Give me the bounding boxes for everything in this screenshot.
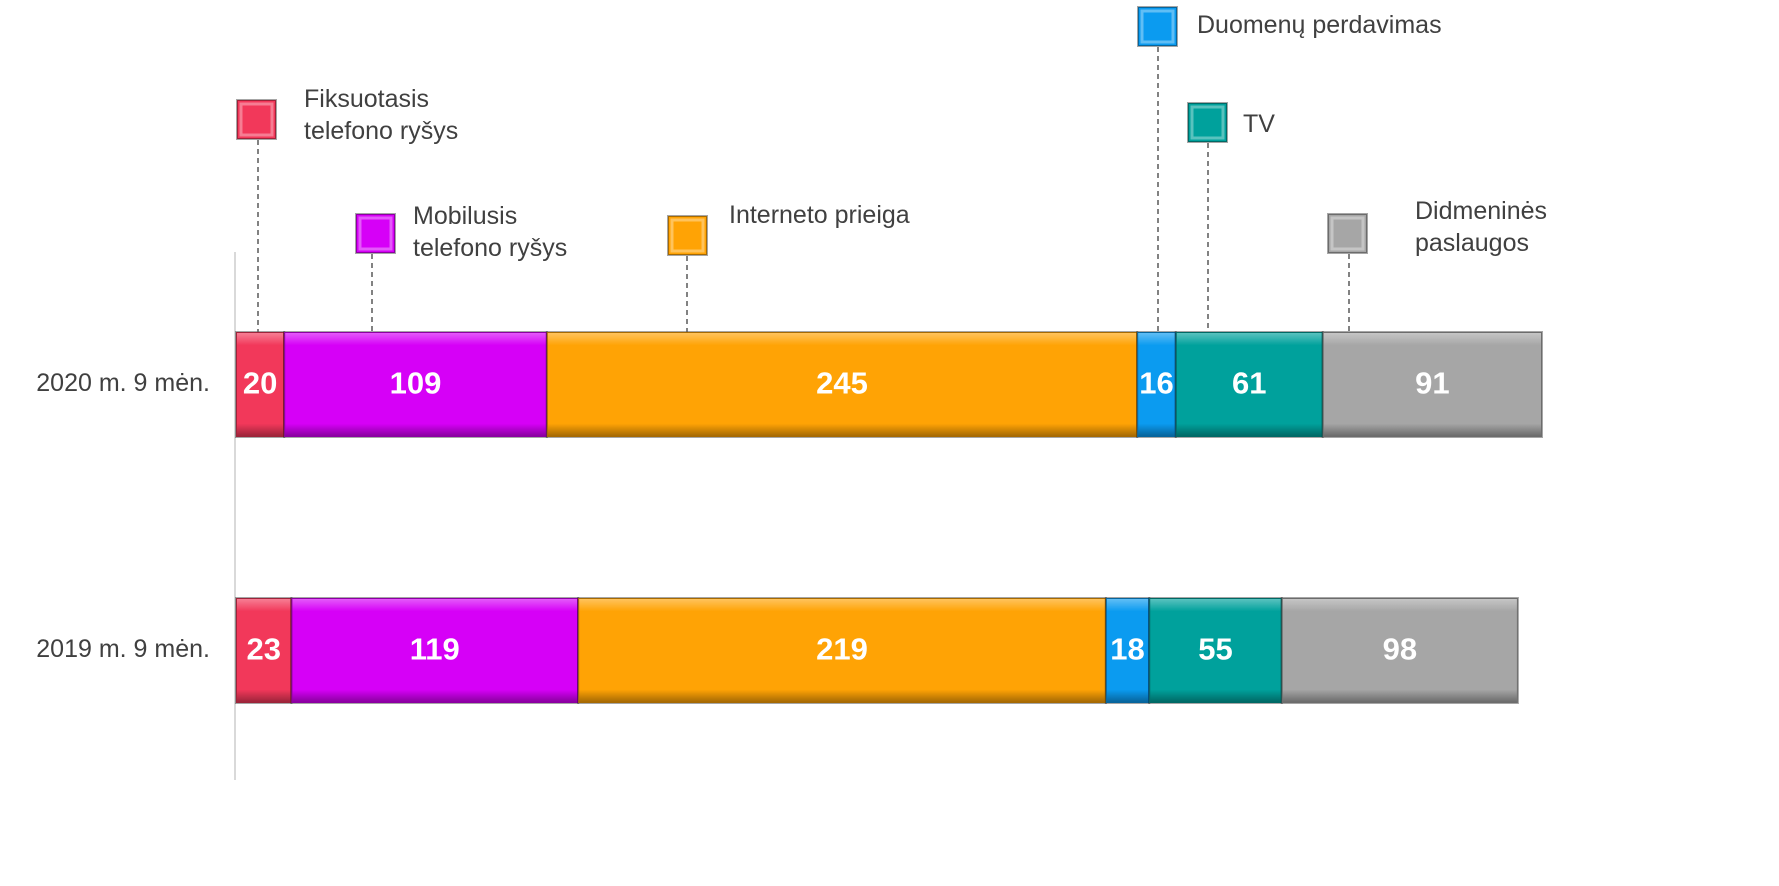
legend-swatch-bevel <box>1190 105 1225 140</box>
data-label: 61 <box>1232 366 1266 401</box>
legend-label: Duomenų perdavimas <box>1197 11 1442 39</box>
bar-bevel <box>1150 599 1281 702</box>
bar-bevel <box>1176 333 1322 436</box>
category-label: 2020 m. 9 mėn. <box>36 369 210 397</box>
bar-bevel <box>237 599 291 702</box>
data-label: 245 <box>816 366 868 401</box>
bar-bevel <box>285 333 546 436</box>
bar-bevel <box>292 599 578 702</box>
legend-swatch <box>1187 102 1228 143</box>
bar-bevel <box>1138 333 1175 436</box>
category-label: 2019 m. 9 mėn. <box>36 635 210 663</box>
data-label: 91 <box>1415 366 1449 401</box>
data-label: 23 <box>246 632 280 667</box>
data-label: 109 <box>390 366 442 401</box>
bar-bevel <box>547 333 1137 436</box>
legend-label: Mobilusis telefono ryšys <box>413 202 568 262</box>
legend-label: Interneto prieiga <box>729 201 910 229</box>
legend-swatch <box>1137 6 1178 47</box>
data-label: 98 <box>1383 632 1417 667</box>
legend-swatch-bevel <box>239 102 274 137</box>
legend-swatch <box>355 213 396 254</box>
data-label: 55 <box>1198 632 1232 667</box>
bar-bevel <box>1323 333 1541 436</box>
bar-bevel <box>579 599 1105 702</box>
data-label: 119 <box>410 632 460 667</box>
legend-swatch <box>1327 213 1368 254</box>
data-label: 18 <box>1110 632 1144 667</box>
legend-swatch-bevel <box>670 218 705 253</box>
data-label: 219 <box>816 632 868 667</box>
legend-label: TV <box>1243 110 1275 138</box>
bar-bevel <box>237 333 284 436</box>
legend-swatch-bevel <box>358 216 393 251</box>
legend-swatch <box>667 215 708 256</box>
legend-swatch-bevel <box>1140 9 1175 44</box>
legend-swatch-bevel <box>1330 216 1365 251</box>
bar-bevel <box>1106 599 1149 702</box>
bar-bevel <box>1282 599 1517 702</box>
data-label: 20 <box>243 366 277 401</box>
legend-swatch <box>236 99 277 140</box>
legend-label: Fiksuotasis telefono ryšys <box>304 85 459 145</box>
legend-label: Didmeninės paslaugos <box>1415 197 1548 257</box>
data-label: 16 <box>1139 366 1173 401</box>
